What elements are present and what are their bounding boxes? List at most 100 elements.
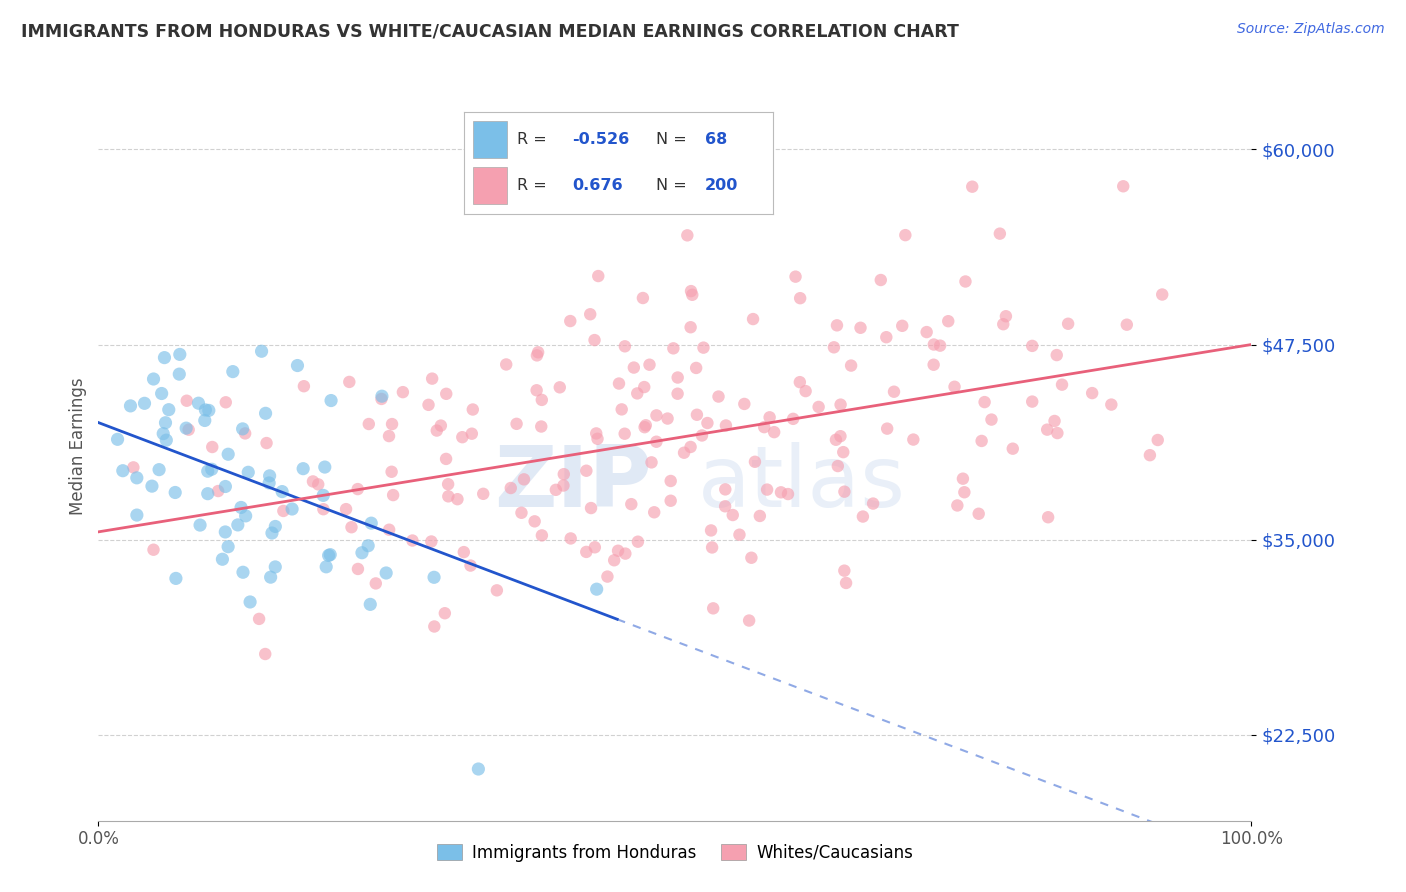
Text: N =: N = [655, 178, 686, 193]
Point [614, 547, 637, 561]
Point [312, 488, 335, 502]
Point [676, 228, 699, 243]
Point [423, 570, 446, 584]
Point [194, 413, 217, 427]
Point [401, 533, 423, 548]
Point [370, 392, 392, 406]
Point [165, 485, 187, 500]
Point [748, 508, 770, 523]
Point [638, 358, 661, 372]
Point [1112, 179, 1135, 194]
Point [603, 553, 626, 567]
Point [211, 552, 233, 566]
Point [340, 520, 363, 534]
Point [346, 482, 368, 496]
Point [485, 583, 508, 598]
Text: -0.526: -0.526 [572, 132, 630, 146]
Point [620, 497, 643, 511]
Point [318, 549, 340, 563]
Point [382, 488, 405, 502]
Point [922, 358, 945, 372]
Point [789, 375, 811, 389]
Point [1057, 317, 1080, 331]
Point [229, 500, 252, 515]
Point [430, 418, 453, 433]
Point [586, 432, 609, 446]
Point [107, 433, 129, 447]
Point [201, 440, 224, 454]
Point [287, 359, 309, 373]
Point [134, 396, 156, 410]
Point [583, 541, 606, 555]
Text: Source: ZipAtlas.com: Source: ZipAtlas.com [1237, 22, 1385, 37]
Point [830, 398, 852, 412]
Point [420, 371, 443, 385]
Point [214, 479, 236, 493]
Point [640, 455, 662, 469]
Bar [474, 120, 508, 158]
Point [832, 445, 855, 459]
Point [169, 347, 191, 361]
Point [259, 570, 281, 584]
Point [155, 416, 177, 430]
Point [201, 462, 224, 476]
Point [254, 647, 277, 661]
Point [125, 471, 148, 485]
Point [807, 400, 830, 414]
Point [125, 508, 148, 522]
Point [527, 345, 550, 359]
Point [973, 395, 995, 409]
Point [955, 275, 977, 289]
Point [633, 380, 655, 394]
Point [281, 502, 304, 516]
Text: ZIP: ZIP [494, 442, 652, 525]
Point [891, 318, 914, 333]
Point [690, 428, 713, 442]
Point [226, 517, 249, 532]
Point [560, 532, 582, 546]
Point [1099, 398, 1122, 412]
Point [943, 380, 966, 394]
Point [165, 571, 187, 585]
Point [451, 430, 474, 444]
Point [307, 477, 329, 491]
Point [679, 320, 702, 334]
Point [994, 310, 1017, 324]
Point [692, 341, 714, 355]
Point [585, 426, 607, 441]
Point [574, 192, 596, 206]
Point [198, 403, 221, 417]
Point [623, 360, 645, 375]
Point [613, 426, 636, 441]
Point [953, 485, 976, 500]
Point [903, 433, 925, 447]
Point [187, 396, 209, 410]
Point [1001, 442, 1024, 456]
Point [357, 539, 380, 553]
Point [553, 478, 575, 492]
Point [560, 314, 582, 328]
Point [217, 540, 239, 554]
Point [852, 509, 875, 524]
Point [335, 502, 357, 516]
Point [827, 458, 849, 473]
Point [142, 542, 165, 557]
Point [666, 370, 689, 384]
Point [467, 762, 489, 776]
Point [122, 460, 145, 475]
Point [835, 576, 858, 591]
Point [673, 446, 696, 460]
Point [314, 460, 336, 475]
Point [922, 337, 945, 351]
Point [544, 483, 567, 497]
Point [472, 487, 495, 501]
Text: R =: R = [516, 178, 547, 193]
Point [631, 291, 654, 305]
Point [461, 402, 484, 417]
Point [869, 273, 891, 287]
Point [915, 325, 938, 339]
Point [579, 501, 602, 516]
Point [936, 314, 959, 328]
Point [613, 339, 636, 353]
Text: atlas: atlas [697, 442, 905, 525]
